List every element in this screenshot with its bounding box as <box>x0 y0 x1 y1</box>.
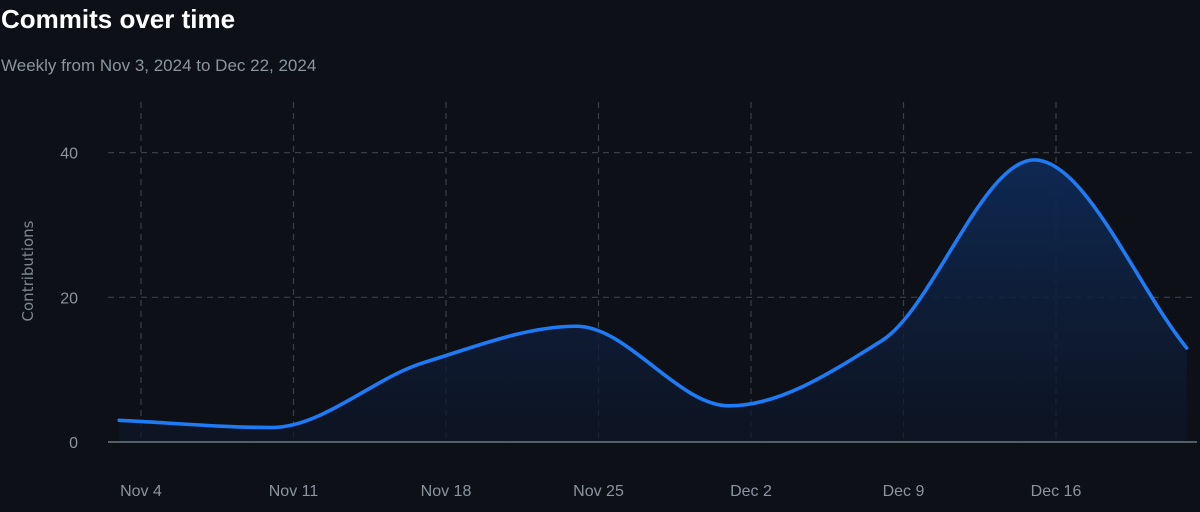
x-tick-label: Nov 25 <box>573 483 624 500</box>
y-tick-label: 20 <box>60 290 78 307</box>
chart-title: Commits over time <box>1 4 236 34</box>
x-tick-label: Nov 18 <box>421 483 472 500</box>
series-line-group <box>117 158 1189 430</box>
x-tick-label: Nov 4 <box>120 483 162 500</box>
y-tick-label: 40 <box>60 146 78 163</box>
chart-subtitle: Weekly from Nov 3, 2024 to Dec 22, 2024 <box>1 56 317 75</box>
x-tick-label: Nov 11 <box>269 483 319 500</box>
tick-labels: 0 20 40 Nov 4 Nov 11 Nov 18 Nov 25 Dec 2 Dec 9 De… <box>60 146 1081 500</box>
series-area <box>119 159 1187 442</box>
series-line <box>117 158 1189 430</box>
x-tick-label: Dec 16 <box>1031 483 1082 500</box>
y-axis-title: Contributions <box>19 220 37 321</box>
x-tick-label: Dec 2 <box>730 483 772 500</box>
y-tick-label: 0 <box>69 435 78 452</box>
x-tick-label: Dec 9 <box>883 483 925 500</box>
series-area-group <box>119 159 1187 442</box>
